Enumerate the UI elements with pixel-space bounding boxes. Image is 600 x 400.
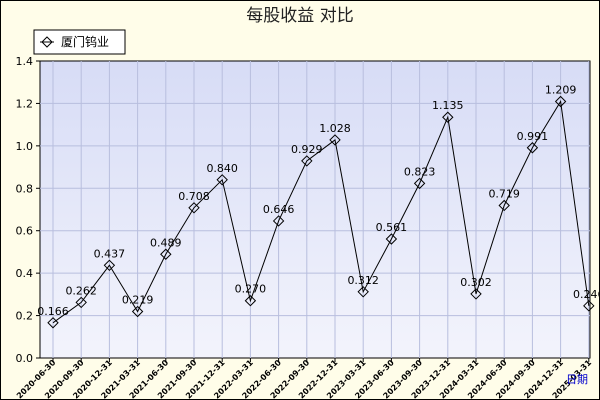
- data-point-marker: [413, 177, 426, 190]
- data-label: 0.166: [37, 305, 69, 318]
- y-tick-label: 1.2: [16, 97, 34, 110]
- data-label: 1.135: [432, 99, 464, 112]
- plot-area: [39, 60, 591, 359]
- data-point-marker: [357, 286, 369, 298]
- data-label: 0.929: [291, 143, 323, 156]
- data-label: 0.646: [263, 203, 295, 216]
- y-tick-label: 0.6: [16, 225, 34, 238]
- data-point-marker: [188, 202, 200, 214]
- data-point-marker: [301, 155, 313, 167]
- data-label: 0.312: [347, 274, 379, 287]
- data-label: 0.991: [517, 130, 549, 143]
- data-label: 0.302: [460, 276, 492, 289]
- data-point-marker: [329, 134, 341, 146]
- data-point-marker: [526, 142, 539, 154]
- data-point-marker: [75, 296, 87, 309]
- data-label: 1.028: [319, 122, 351, 135]
- data-point-marker: [103, 259, 116, 272]
- x-axis: 2020-06-302020-09-302020-12-312021-03-31…: [15, 358, 594, 400]
- series-line: [52, 100, 590, 324]
- data-label: 0.840: [206, 162, 238, 175]
- y-tick-label: 0.2: [16, 310, 34, 323]
- y-tick-label: 0.8: [16, 182, 34, 195]
- chart-title: 每股收益 对比: [246, 6, 353, 26]
- series-layer: [47, 95, 595, 329]
- data-label: 0.561: [376, 221, 408, 234]
- data-label: 0.262: [65, 284, 97, 297]
- data-point-marker: [442, 111, 454, 123]
- data-point-marker: [160, 248, 172, 260]
- legend-label: 厦门钨业: [61, 34, 109, 49]
- x-axis-label: 日期: [566, 373, 588, 386]
- data-point-marker: [216, 174, 228, 186]
- data-point-marker: [583, 300, 595, 312]
- legend-marker-icon: [41, 36, 53, 48]
- data-point-marker: [244, 295, 257, 307]
- data-point-marker: [131, 305, 144, 318]
- legend: 厦门钨业: [33, 29, 126, 55]
- y-tick-label: 1.4: [16, 55, 34, 68]
- data-point-marker: [47, 317, 59, 329]
- data-point-marker: [498, 199, 510, 212]
- data-label: 0.708: [178, 190, 210, 203]
- data-labels: 0.166 0.262 0.437 0.219 0.489 0.708 0.840 0.270…: [37, 84, 600, 318]
- y-tick-label: 0.0: [16, 352, 34, 365]
- y-tick-label: 0.4: [16, 267, 34, 280]
- data-label: 1.209: [545, 84, 577, 97]
- grid-lines: [40, 61, 590, 358]
- data-label: 0.246: [573, 288, 600, 301]
- y-tick-label: 1.0: [16, 140, 34, 153]
- data-label: 0.437: [94, 247, 126, 260]
- data-label: 0.270: [235, 283, 267, 296]
- data-label: 0.823: [404, 165, 436, 178]
- data-point-marker: [385, 233, 398, 245]
- data-label: 0.719: [488, 187, 520, 200]
- data-label: 0.489: [150, 236, 182, 249]
- data-point-marker: [554, 95, 567, 108]
- data-label: 0.219: [122, 294, 154, 307]
- data-point-marker: [272, 215, 285, 227]
- data-point-marker: [470, 288, 482, 300]
- y-axis: 0.0 0.2 0.4 0.6 0.8 1.0 1.2 1.4: [16, 55, 40, 365]
